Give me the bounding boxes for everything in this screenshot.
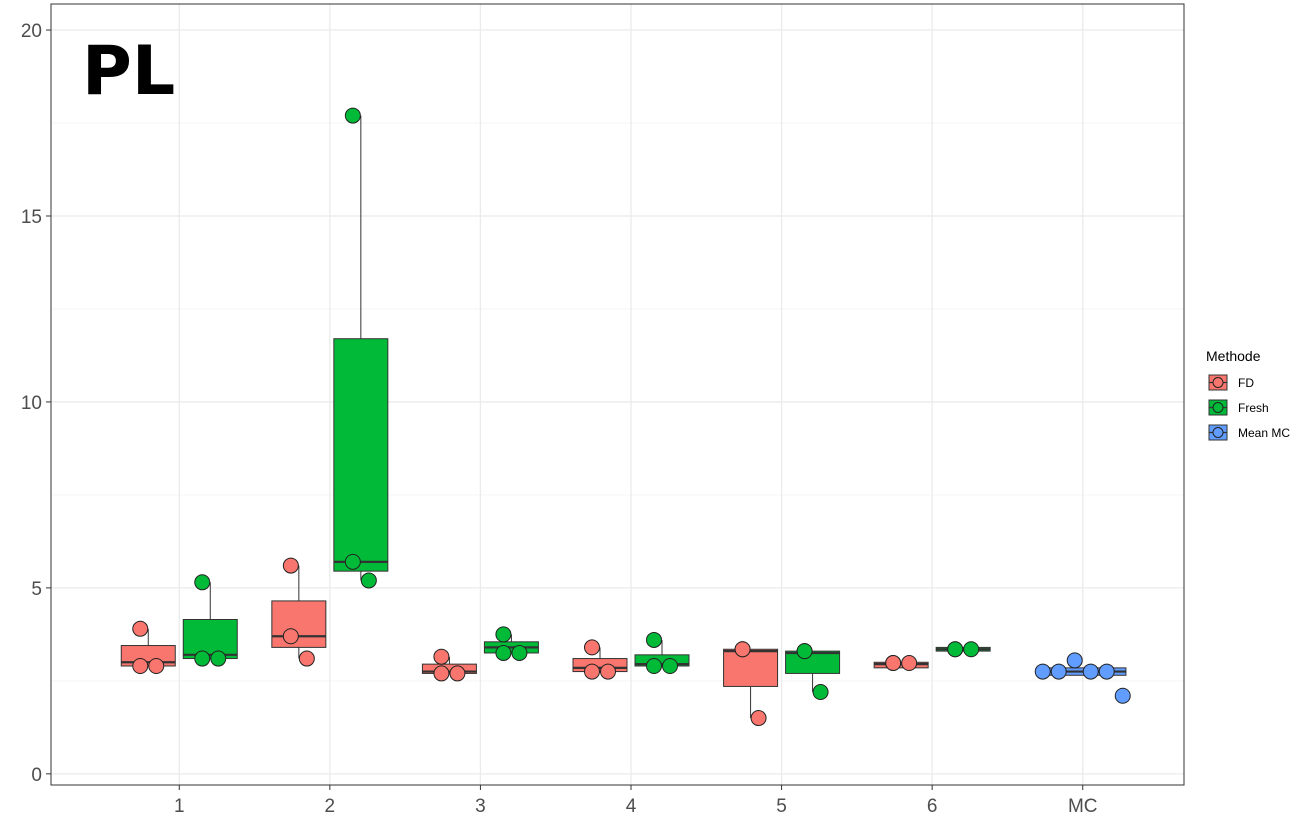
data-point [132, 620, 149, 637]
box-body [182, 619, 238, 660]
data-point [495, 644, 512, 661]
box-fresh-3 [483, 626, 539, 661]
y-tick-label: 5 [31, 579, 42, 600]
data-point [210, 650, 227, 667]
x-tick-label: 5 [776, 796, 787, 817]
axis-layer: 0 5 10 15 20 1 2 3 4 5 6 MC [21, 21, 1098, 817]
box-body [333, 338, 389, 572]
data-point [885, 655, 902, 672]
box-fresh-4 [634, 631, 690, 674]
box-layer [120, 107, 1131, 727]
data-point [812, 684, 829, 701]
x-tick-label: 4 [626, 796, 637, 817]
panel-tag-label: PL [82, 32, 175, 111]
data-point [584, 663, 600, 680]
box-body [723, 648, 779, 687]
box-fresh-1 [182, 574, 238, 667]
box-body [271, 600, 327, 648]
box-fd-5 [723, 641, 779, 727]
data-point [1098, 663, 1115, 680]
box-fd-4 [572, 639, 628, 680]
x-tick-label: 6 [927, 796, 938, 817]
data-point [449, 665, 466, 682]
legend-label: Mean MC [1238, 426, 1290, 440]
data-point [901, 655, 918, 672]
data-point [662, 657, 678, 674]
box-mean-mc-MC [1034, 652, 1131, 704]
legend-item-mean-mc: Mean MC [1208, 424, 1290, 441]
y-tick-label: 0 [31, 765, 42, 786]
panel-border [50, 3, 1185, 786]
data-point [1066, 652, 1083, 669]
data-point [1082, 663, 1099, 680]
legend-title: Methode [1206, 348, 1261, 364]
y-tick-label: 15 [21, 207, 42, 228]
box-fd-1 [120, 620, 176, 674]
data-point [947, 641, 964, 658]
data-point [344, 553, 361, 570]
data-point [1114, 687, 1131, 704]
data-point [734, 641, 751, 658]
data-point [1050, 663, 1067, 680]
legend-label: Fresh [1238, 401, 1269, 415]
legend: Methode FD Fresh Mean MC [1206, 348, 1290, 441]
data-point [282, 557, 299, 574]
box-fresh-2 [333, 107, 389, 589]
box-body [785, 650, 841, 674]
data-point [433, 648, 450, 665]
data-point [495, 626, 512, 643]
box-body [572, 658, 628, 673]
data-point [194, 650, 211, 667]
data-point [600, 663, 616, 680]
legend-key-dot [1212, 427, 1224, 438]
data-point [584, 639, 600, 656]
x-tick-label: 2 [325, 796, 336, 817]
grid-layer [51, 4, 1184, 785]
x-tick-label: 3 [475, 796, 486, 817]
data-point [1034, 663, 1051, 680]
data-point [360, 572, 377, 589]
data-point [511, 644, 528, 661]
box-fd-3 [421, 648, 477, 682]
data-point [344, 107, 361, 124]
box-fd-6 [873, 655, 929, 672]
data-point [963, 641, 980, 658]
box-fresh-5 [785, 643, 841, 701]
data-point [282, 628, 299, 645]
data-point [750, 710, 767, 727]
y-tick-label: 10 [21, 393, 42, 414]
x-tick-label: MC [1068, 796, 1098, 817]
data-point [433, 665, 450, 682]
legend-label: FD [1238, 376, 1254, 390]
y-tick-label: 20 [21, 21, 42, 42]
box-fresh-6 [935, 641, 991, 658]
data-point [298, 650, 315, 667]
legend-item-fresh: Fresh [1208, 399, 1269, 416]
legend-key-dot [1212, 377, 1224, 388]
data-point [646, 631, 662, 648]
data-point [148, 657, 165, 674]
data-point [194, 574, 211, 591]
legend-key-dot [1212, 402, 1224, 413]
x-tick-label: 1 [174, 796, 185, 817]
box-fd-2 [271, 557, 327, 667]
legend-item-fd: FD [1208, 374, 1254, 391]
data-point [646, 657, 662, 674]
data-point [132, 657, 149, 674]
data-point [796, 643, 813, 660]
